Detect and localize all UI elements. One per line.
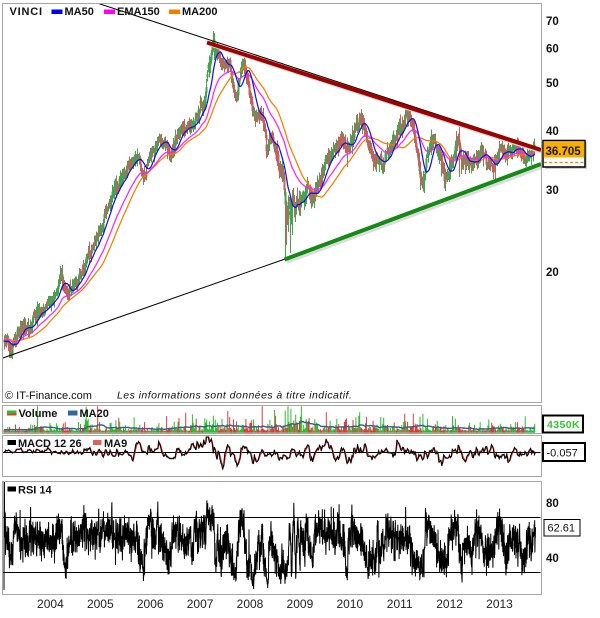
svg-text:2005: 2005: [87, 597, 114, 611]
svg-text:Les informations sont données: Les informations sont données à titre in…: [117, 390, 352, 402]
svg-text:EMA150: EMA150: [117, 6, 160, 18]
svg-text:MACD 12 26: MACD 12 26: [18, 438, 82, 450]
svg-text:36.705: 36.705: [546, 146, 582, 158]
svg-text:70: 70: [546, 16, 559, 28]
svg-text:2012: 2012: [436, 597, 463, 611]
svg-text:MA200: MA200: [182, 6, 217, 18]
svg-text:50: 50: [546, 78, 559, 90]
svg-text:80: 80: [546, 498, 559, 510]
svg-text:30: 30: [546, 185, 559, 197]
svg-text:2010: 2010: [336, 597, 363, 611]
svg-text:-0.057: -0.057: [547, 448, 578, 460]
svg-text:2011: 2011: [387, 597, 413, 611]
svg-text:MA9: MA9: [104, 438, 127, 450]
svg-text:40: 40: [546, 126, 559, 138]
svg-text:2009: 2009: [287, 597, 314, 611]
svg-text:MA50: MA50: [65, 6, 94, 18]
svg-text:© IT-Finance.com: © IT-Finance.com: [5, 390, 92, 402]
svg-text:2007: 2007: [187, 597, 214, 611]
svg-text:VINCI: VINCI: [10, 6, 43, 18]
svg-text:2006: 2006: [137, 597, 164, 611]
svg-text:2008: 2008: [237, 597, 264, 611]
svg-text:20: 20: [546, 267, 559, 279]
svg-text:MA20: MA20: [80, 408, 109, 420]
svg-text:2004: 2004: [37, 597, 64, 611]
svg-text:62.61: 62.61: [548, 523, 576, 535]
svg-text:Volume: Volume: [19, 408, 58, 420]
svg-text:4350K: 4350K: [547, 419, 580, 431]
svg-text:60: 60: [546, 44, 559, 56]
svg-text:RSI 14: RSI 14: [18, 485, 53, 497]
svg-text:40: 40: [546, 553, 559, 565]
svg-text:2013: 2013: [486, 597, 513, 611]
